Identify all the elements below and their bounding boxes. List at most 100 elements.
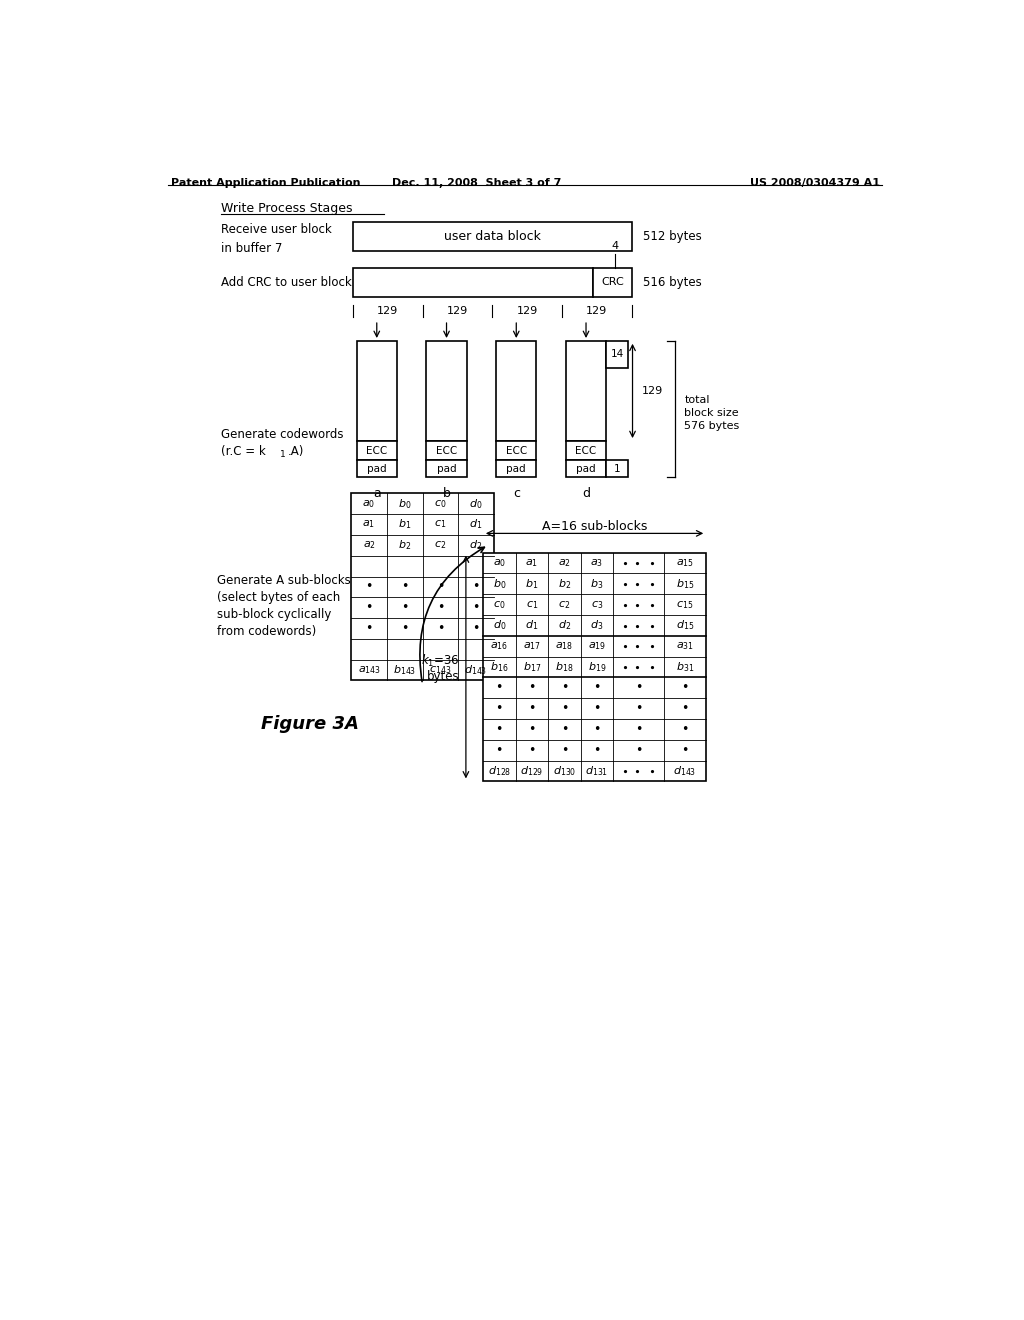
Text: $a_{18}$: $a_{18}$ (555, 640, 573, 652)
Text: •: • (472, 601, 479, 614)
Text: •: • (593, 702, 600, 715)
Text: •: • (496, 723, 503, 735)
Bar (566, 441, 606, 461)
Text: •: • (436, 622, 444, 635)
Text: Dec. 11, 2008  Sheet 3 of 7: Dec. 11, 2008 Sheet 3 of 7 (392, 178, 561, 187)
Text: d: d (582, 487, 590, 500)
Text: $a_3$: $a_3$ (591, 557, 603, 569)
Text: $b_{18}$: $b_{18}$ (555, 660, 573, 675)
Text: •: • (593, 743, 600, 756)
Text: •: • (528, 681, 536, 694)
Bar (352, 222, 632, 251)
Text: $k_1$=36: $k_1$=36 (421, 653, 460, 669)
Text: $a_{31}$: $a_{31}$ (676, 640, 694, 652)
Text: $d_{128}$: $d_{128}$ (487, 764, 511, 777)
Text: $c_3$: $c_3$ (591, 599, 603, 611)
Text: $d_0$: $d_0$ (469, 496, 482, 511)
Text: c: c (513, 487, 520, 500)
Text: $\bullet\ \bullet\ \bullet$: $\bullet\ \bullet\ \bullet$ (621, 599, 655, 610)
Text: Add CRC to user block: Add CRC to user block (221, 276, 352, 289)
Text: $b_{31}$: $b_{31}$ (676, 660, 694, 675)
Text: (select bytes of each: (select bytes of each (217, 591, 340, 603)
Text: $b_{17}$: $b_{17}$ (522, 660, 541, 675)
Text: •: • (366, 622, 373, 635)
Text: $b_{143}$: $b_{143}$ (393, 663, 417, 677)
Text: $c_2$: $c_2$ (434, 540, 446, 552)
Text: •: • (635, 723, 642, 735)
Text: pad: pad (507, 463, 526, 474)
Text: $d_{131}$: $d_{131}$ (586, 764, 608, 777)
Text: $d_{129}$: $d_{129}$ (520, 764, 544, 777)
Text: (r.C = k: (r.C = k (221, 445, 266, 458)
Text: 516 bytes: 516 bytes (643, 276, 702, 289)
Text: $c_0$: $c_0$ (434, 498, 446, 510)
Text: $b_{19}$: $b_{19}$ (588, 660, 606, 675)
Bar (356, 461, 397, 478)
Text: •: • (528, 723, 536, 735)
Text: Receive user block: Receive user block (221, 223, 332, 236)
Text: 129: 129 (516, 306, 538, 315)
Text: $a_{143}$: $a_{143}$ (357, 664, 381, 676)
Text: •: • (496, 702, 503, 715)
Text: •: • (436, 581, 444, 594)
Bar (593, 268, 632, 297)
Text: block size: block size (684, 408, 739, 418)
Text: •: • (681, 743, 688, 756)
Text: •: • (472, 622, 479, 635)
Text: $d_{143}$: $d_{143}$ (464, 663, 487, 677)
Bar (483, 553, 707, 781)
Text: $a_2$: $a_2$ (362, 540, 376, 552)
Text: •: • (560, 702, 568, 715)
Text: $c_1$: $c_1$ (434, 519, 446, 531)
Text: $c_2$: $c_2$ (558, 599, 570, 611)
Bar (426, 441, 467, 461)
Text: ECC: ECC (506, 446, 527, 455)
Text: •: • (366, 601, 373, 614)
Text: CRC: CRC (601, 277, 624, 288)
Text: $\bullet\ \bullet\ \bullet$: $\bullet\ \bullet\ \bullet$ (621, 766, 655, 776)
Text: $a_{17}$: $a_{17}$ (523, 640, 541, 652)
Text: $a_1$: $a_1$ (362, 519, 376, 531)
Text: •: • (635, 743, 642, 756)
Text: •: • (496, 681, 503, 694)
Text: •: • (593, 723, 600, 735)
Text: total: total (684, 395, 710, 405)
Text: from codewords): from codewords) (217, 624, 316, 638)
Text: ECC: ECC (367, 446, 387, 455)
Text: $\bullet\ \bullet\ \bullet$: $\bullet\ \bullet\ \bullet$ (621, 642, 655, 651)
Text: $c_{15}$: $c_{15}$ (676, 599, 693, 611)
Bar (426, 461, 467, 478)
Text: •: • (401, 622, 409, 635)
Text: $c_1$: $c_1$ (525, 599, 538, 611)
Text: $b_3$: $b_3$ (590, 577, 603, 591)
Bar (496, 441, 537, 461)
Text: $b_{16}$: $b_{16}$ (490, 660, 509, 675)
Text: •: • (366, 581, 373, 594)
Text: $b_2$: $b_2$ (558, 577, 571, 591)
Bar (496, 461, 537, 478)
Text: $b_1$: $b_1$ (398, 517, 412, 532)
Text: $a_{15}$: $a_{15}$ (676, 557, 694, 569)
Text: $d_{15}$: $d_{15}$ (676, 619, 694, 632)
Text: 512 bytes: 512 bytes (643, 230, 702, 243)
Text: •: • (401, 581, 409, 594)
Text: $b_2$: $b_2$ (398, 539, 412, 552)
Text: $b_0$: $b_0$ (493, 577, 506, 591)
Text: b: b (442, 487, 451, 500)
Text: $\bullet\ \bullet\ \bullet$: $\bullet\ \bullet\ \bullet$ (621, 663, 655, 672)
Text: .A): .A) (288, 445, 304, 458)
Text: Generate A sub-blocks: Generate A sub-blocks (217, 574, 351, 587)
Text: $d_{130}$: $d_{130}$ (553, 764, 575, 777)
Text: $d_3$: $d_3$ (590, 619, 603, 632)
Text: in buffer 7: in buffer 7 (221, 242, 283, 255)
Text: 129: 129 (377, 306, 398, 315)
Text: US 2008/0304379 A1: US 2008/0304379 A1 (750, 178, 880, 187)
Text: •: • (472, 581, 479, 594)
Bar (356, 341, 397, 441)
Text: $d_1$: $d_1$ (525, 619, 539, 632)
Text: $b_{15}$: $b_{15}$ (676, 577, 694, 591)
Text: •: • (560, 723, 568, 735)
Text: pad: pad (577, 463, 596, 474)
Text: •: • (528, 743, 536, 756)
Text: •: • (635, 702, 642, 715)
